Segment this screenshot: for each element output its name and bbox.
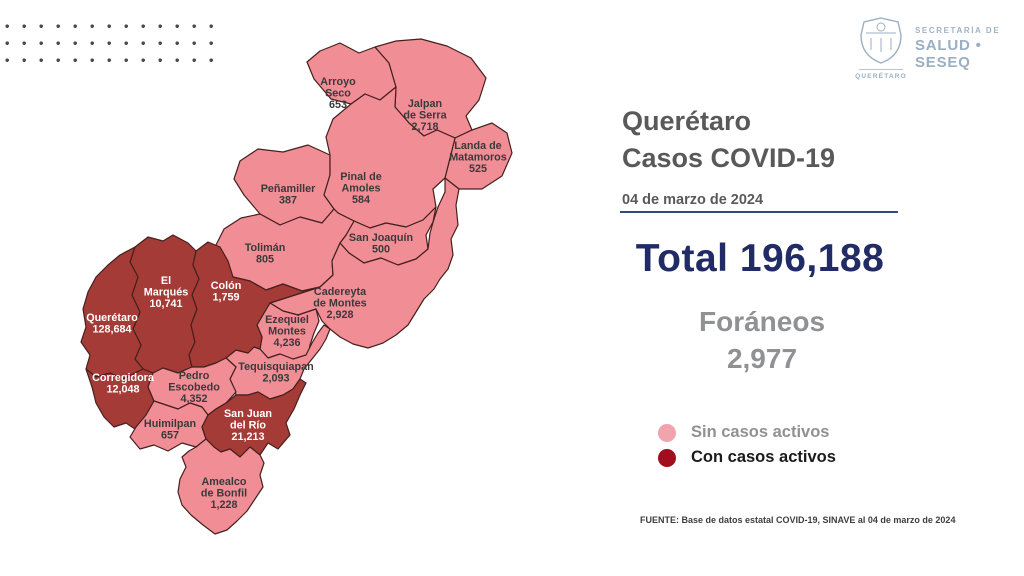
- municipality-label-queretaro: Querétaro 128,684: [86, 312, 138, 336]
- legend-swatch-no-active: [658, 423, 676, 442]
- total-cases: Total 196,188: [635, 237, 885, 280]
- report-date: 04 de marzo de 2024: [622, 192, 764, 208]
- logo-secretaria: SECRETARÍA DE: [915, 25, 1001, 35]
- title-line-1: Querétaro: [622, 106, 752, 136]
- legend-row-no-active: Sin casos activos: [658, 420, 836, 445]
- title-line-2: Casos COVID-19: [622, 143, 836, 173]
- municipality-label-arroyo-seco: Arroyo Seco 653: [320, 76, 356, 111]
- municipality-label-landa: Landa de Matamoros 525: [449, 140, 507, 175]
- municipality-amealco: [177, 438, 265, 535]
- logo-estado: QUERÉTARO: [855, 73, 907, 80]
- source-note: FUENTE: Base de datos estatal COVID-19, …: [640, 515, 956, 525]
- municipality-label-tequisquiapan: Tequisquiapan 2,093: [238, 361, 313, 385]
- logo-salud-seseq: SALUD • SESEQ: [915, 36, 982, 71]
- legend-swatch-active: [658, 448, 676, 467]
- queretaro-coat-of-arms: [860, 17, 902, 64]
- logo-divider: [859, 69, 903, 70]
- municipality-label-cadereyta: Cadereyta de Montes 2,928: [313, 286, 367, 321]
- municipality-label-huimilpan: Huimilpan 657: [144, 418, 196, 442]
- total-value: 196,188: [739, 237, 885, 280]
- municipality-label-corregidora: Corregidora 12,048: [92, 372, 155, 396]
- municipality-label-toliman: Tolimán 805: [245, 242, 286, 266]
- date-underline: [620, 211, 898, 213]
- municipality-label-pedro-escobedo: Pedro Escobedo 4,352: [168, 370, 220, 405]
- municipality-label-ezequiel: Ezequiel Montes 4,236: [265, 314, 309, 349]
- municipality-label-el-marques: El Marqués 10,741: [144, 275, 188, 310]
- legend-row-active: Con casos activos: [658, 445, 836, 470]
- municipality-label-jalpan: Jalpan de Serra 2,718: [403, 98, 447, 133]
- foraneos-value: 2,977: [726, 343, 798, 374]
- page-title: Querétaro Casos COVID-19: [622, 103, 835, 177]
- municipality-label-amealco: Amealco de Bonfil 1,228: [201, 476, 247, 511]
- seseq-logo: QUERÉTARO SECRETARÍA DE SALUD • SESEQ: [855, 16, 1024, 80]
- municipality-label-san-juan: San Juan del Río 21,213: [224, 408, 272, 443]
- legend-label-active: Con casos activos: [691, 448, 836, 466]
- queretaro-choropleth-map: Arroyo Seco 653 Jalpan de Serra 2,718 Landa de…: [78, 36, 528, 548]
- municipality-colon: [188, 241, 321, 368]
- legend: Sin casos activos Con casos activos: [658, 420, 836, 470]
- foraneos-label: Foráneos: [698, 306, 826, 337]
- municipality-label-pinal: Pinal de Amoles 584: [340, 171, 381, 206]
- dot-grid-decoration: [5, 24, 221, 68]
- legend-label-no-active: Sin casos activos: [691, 423, 830, 441]
- municipality-label-san-joaquin: San Joaquín 500: [349, 232, 413, 256]
- municipality-label-colon: Colón 1,759: [211, 280, 242, 304]
- municipality-label-penamiller: Peñamiller 387: [261, 183, 316, 207]
